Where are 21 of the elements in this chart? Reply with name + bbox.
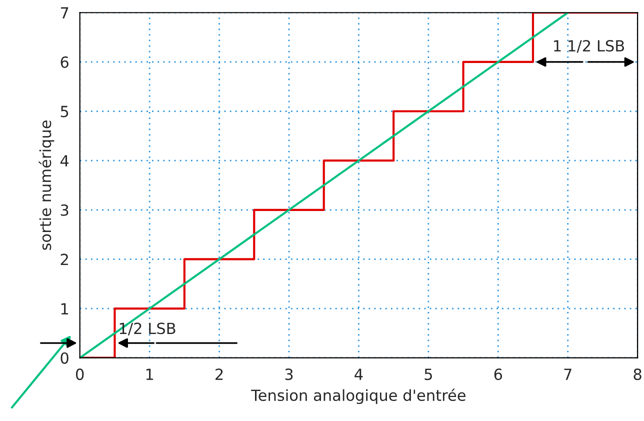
x-tick-label: 6 <box>494 368 502 380</box>
y-tick-label: 3 <box>60 204 68 216</box>
x-tick-label: 3 <box>285 368 293 380</box>
y-tick-label: 6 <box>60 56 68 68</box>
annotation: 1/2 LSB <box>120 322 176 336</box>
y-tick-label: 7 <box>60 7 68 18</box>
x-tick-label: 1 <box>146 368 154 380</box>
x-tick-label: 5 <box>424 368 432 380</box>
y-tick-label: 5 <box>60 106 68 118</box>
x-tick-label: 7 <box>564 368 572 380</box>
y-tick-label: 2 <box>60 254 68 266</box>
x-axis-title: Tension analogique d'entrée <box>251 388 466 404</box>
x-tick-label: 0 <box>76 368 84 380</box>
y-axis-title: sortie numérique <box>38 120 54 250</box>
y-tick-label: 0 <box>60 352 68 364</box>
y-tick-label: 4 <box>60 155 69 166</box>
x-tick-label: 4 <box>354 368 363 380</box>
y-tick-label: 1 <box>61 303 68 314</box>
annotation: 1 1/2 LSB <box>554 40 624 53</box>
x-tick-label: 2 <box>216 368 223 380</box>
x-tick-label: 8 <box>634 368 642 380</box>
